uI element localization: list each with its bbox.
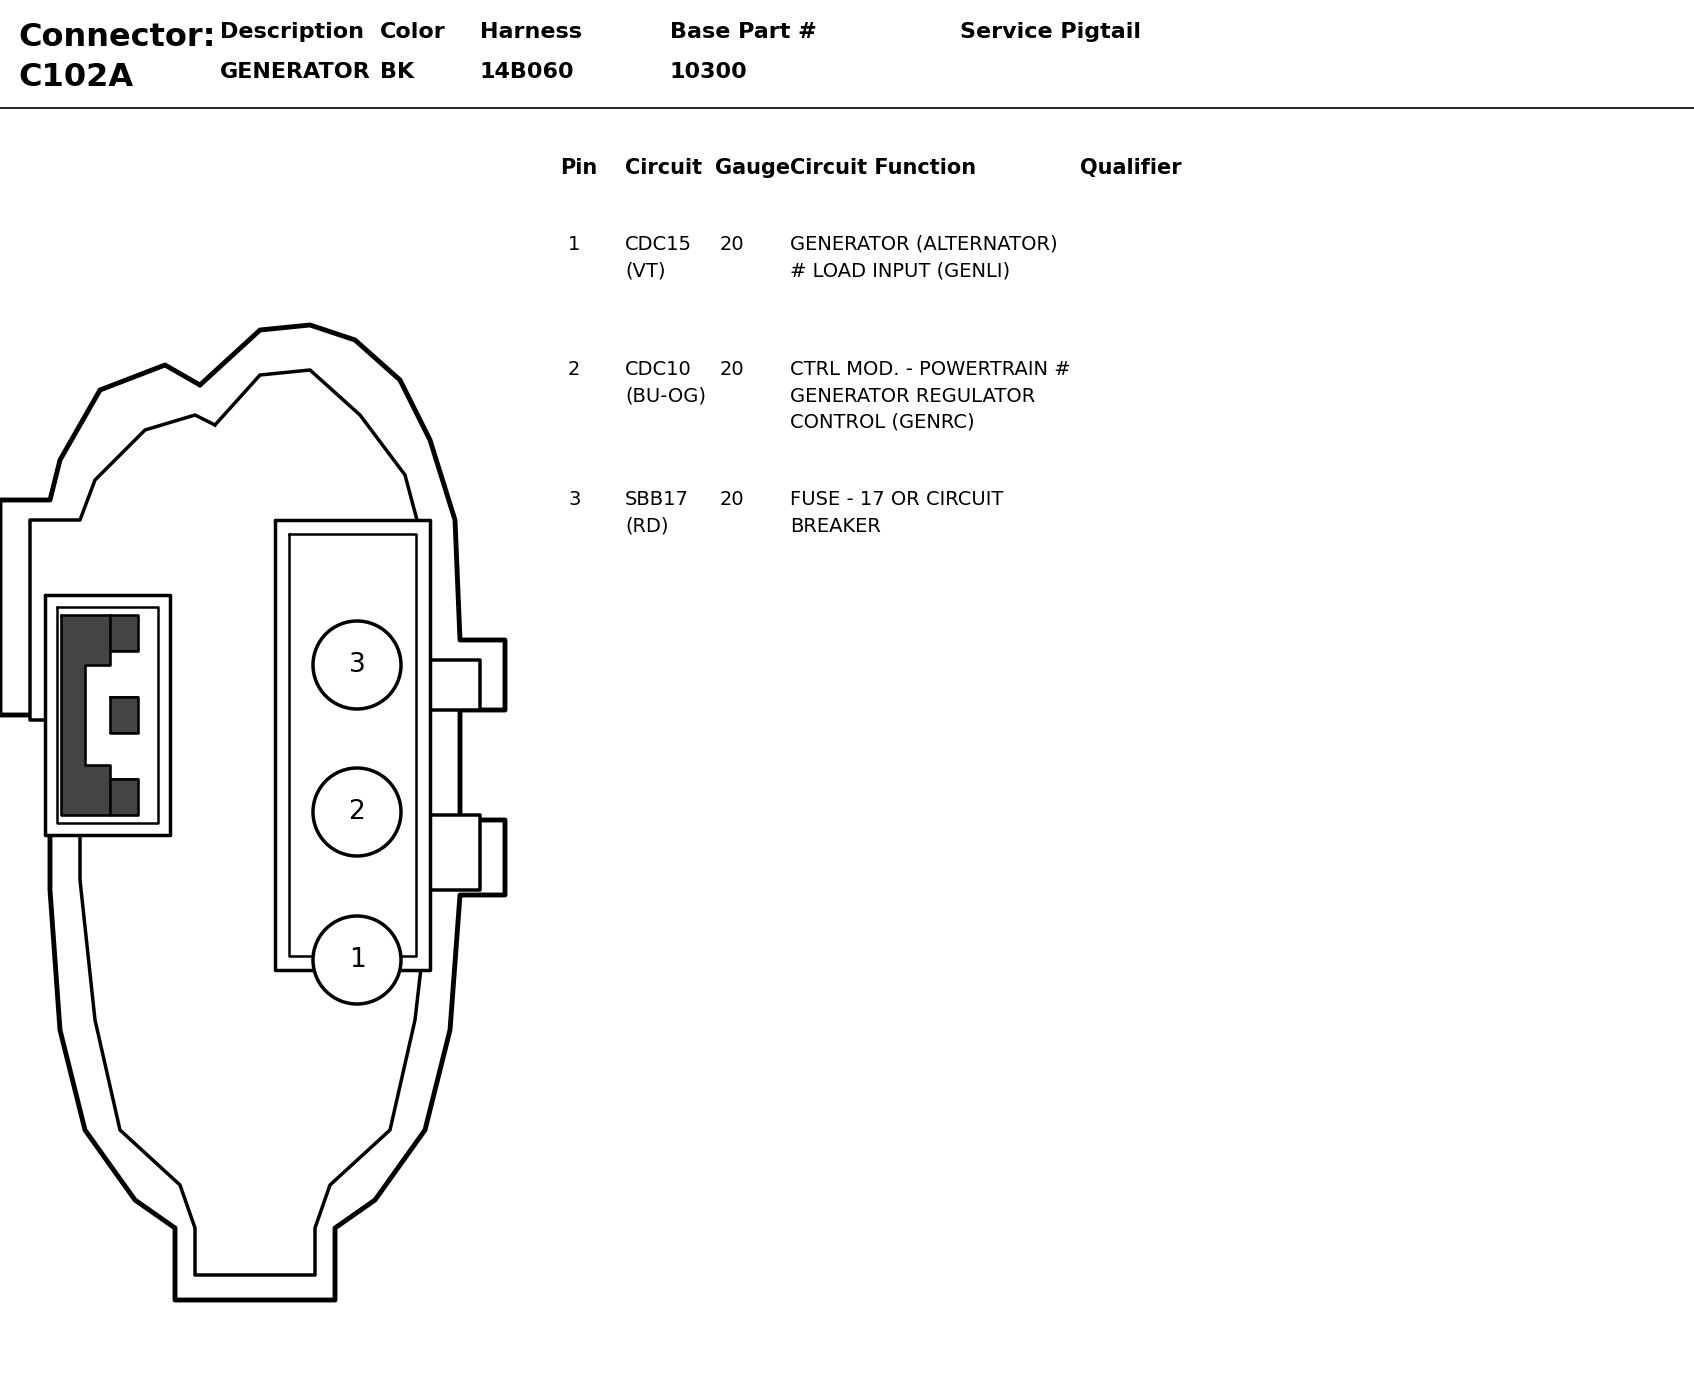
Polygon shape <box>0 324 505 1300</box>
Text: Base Part #: Base Part # <box>671 22 817 42</box>
Text: Service Pigtail: Service Pigtail <box>960 22 1142 42</box>
Polygon shape <box>46 594 169 835</box>
Text: Color: Color <box>379 22 446 42</box>
Circle shape <box>313 768 401 856</box>
Polygon shape <box>58 607 158 823</box>
Text: Circuit: Circuit <box>625 159 701 178</box>
Text: C102A: C102A <box>19 63 134 93</box>
Text: CDC10
(BU-OG): CDC10 (BU-OG) <box>625 361 706 405</box>
Polygon shape <box>274 521 430 970</box>
Polygon shape <box>290 535 417 956</box>
Polygon shape <box>110 697 137 734</box>
Text: Connector:: Connector: <box>19 22 215 53</box>
Text: CTRL MOD. - POWERTRAIN #
GENERATOR REGULATOR
CONTROL (GENRC): CTRL MOD. - POWERTRAIN # GENERATOR REGUL… <box>789 361 1071 432</box>
Polygon shape <box>61 615 110 814</box>
Circle shape <box>313 621 401 709</box>
Text: 10300: 10300 <box>671 63 747 82</box>
Text: Qualifier: Qualifier <box>1081 159 1182 178</box>
Text: GENERATOR (ALTERNATOR)
# LOAD INPUT (GENLI): GENERATOR (ALTERNATOR) # LOAD INPUT (GEN… <box>789 235 1057 281</box>
Polygon shape <box>110 615 137 651</box>
Circle shape <box>313 916 401 1004</box>
Text: FUSE - 17 OR CIRCUIT
BREAKER: FUSE - 17 OR CIRCUIT BREAKER <box>789 490 1003 536</box>
Polygon shape <box>30 370 479 1275</box>
Text: 14B060: 14B060 <box>479 63 574 82</box>
Text: Harness: Harness <box>479 22 583 42</box>
Text: BK: BK <box>379 63 413 82</box>
Text: Gauge: Gauge <box>715 159 789 178</box>
Text: 3: 3 <box>567 490 581 509</box>
Text: 20: 20 <box>720 235 745 253</box>
Text: Circuit Function: Circuit Function <box>789 159 976 178</box>
Text: 20: 20 <box>720 490 745 509</box>
Text: Pin: Pin <box>561 159 598 178</box>
Text: Description: Description <box>220 22 364 42</box>
Text: CDC15
(VT): CDC15 (VT) <box>625 235 693 281</box>
Text: 2: 2 <box>567 361 581 379</box>
Text: 1: 1 <box>349 947 366 973</box>
Polygon shape <box>110 780 137 814</box>
Text: 2: 2 <box>349 799 366 825</box>
Text: 20: 20 <box>720 361 745 379</box>
Text: 3: 3 <box>349 651 366 678</box>
Text: GENERATOR: GENERATOR <box>220 63 371 82</box>
Text: SBB17
(RD): SBB17 (RD) <box>625 490 689 536</box>
Text: 1: 1 <box>567 235 581 253</box>
